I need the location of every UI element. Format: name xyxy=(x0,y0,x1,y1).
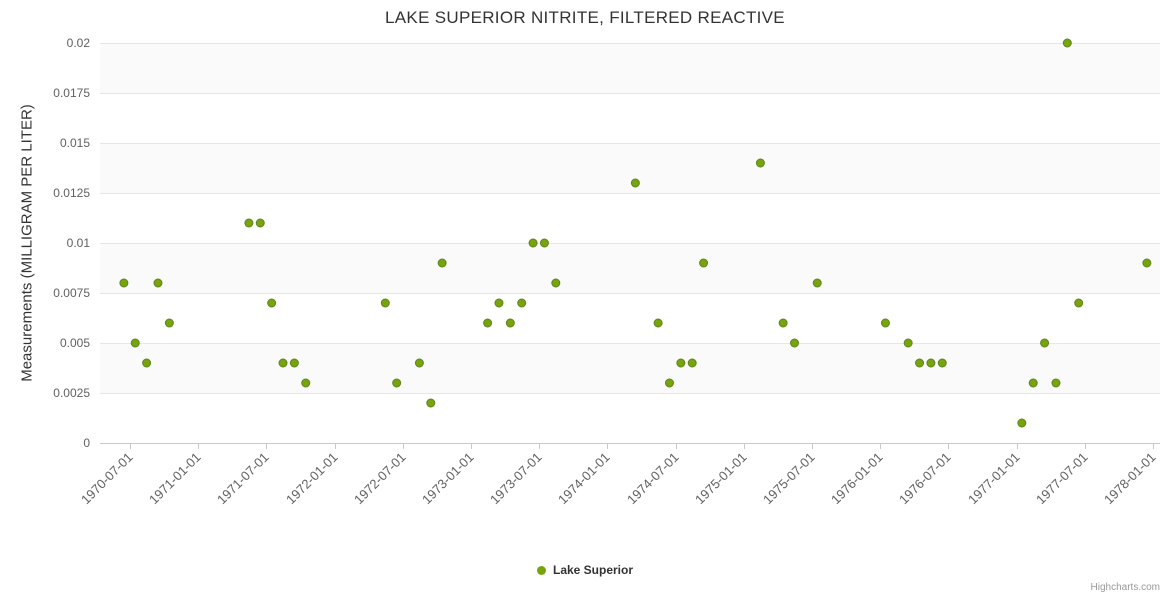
data-point[interactable] xyxy=(630,178,640,188)
data-point[interactable] xyxy=(528,238,538,248)
y-axis-tick-label: 0.0125 xyxy=(53,186,90,200)
chart-title: LAKE SUPERIOR NITRITE, FILTERED REACTIVE xyxy=(385,8,785,27)
plot-band xyxy=(100,343,1160,393)
data-point[interactable] xyxy=(915,358,925,368)
y-axis-tick-label: 0.01 xyxy=(67,236,91,250)
y-axis-tick-label: 0.015 xyxy=(60,136,90,150)
x-axis-tick-label: 1970-07-01 xyxy=(78,450,136,508)
data-point[interactable] xyxy=(1142,258,1152,268)
data-point[interactable] xyxy=(255,218,265,228)
data-point[interactable] xyxy=(937,358,947,368)
data-point[interactable] xyxy=(551,278,561,288)
data-point[interactable] xyxy=(494,298,504,308)
data-point[interactable] xyxy=(119,278,129,288)
data-point[interactable] xyxy=(755,158,765,168)
data-point[interactable] xyxy=(812,278,822,288)
y-axis-tick-label: 0.0175 xyxy=(53,86,90,100)
x-axis-tick-label: 1973-01-01 xyxy=(419,450,477,508)
highcharts-credits-link[interactable]: Highcharts.com xyxy=(1090,582,1160,593)
data-point[interactable] xyxy=(153,278,163,288)
legend-marker-icon xyxy=(536,565,546,575)
data-point[interactable] xyxy=(903,338,913,348)
data-point[interactable] xyxy=(301,378,311,388)
x-axis-tick-label: 1972-07-01 xyxy=(351,450,409,508)
data-point[interactable] xyxy=(1051,378,1061,388)
data-point[interactable] xyxy=(392,378,402,388)
x-axis-tick-label: 1978-01-01 xyxy=(1101,450,1159,508)
legend-label: Lake Superior xyxy=(552,563,634,577)
data-point[interactable] xyxy=(142,358,152,368)
data-point[interactable] xyxy=(244,218,254,228)
x-axis-tick-label: 1974-07-01 xyxy=(624,450,682,508)
data-point[interactable] xyxy=(778,318,788,328)
x-axis-tick-label: 1971-01-01 xyxy=(146,450,204,508)
data-point[interactable] xyxy=(1017,418,1027,428)
x-axis-tick-label: 1971-07-01 xyxy=(214,450,272,508)
x-axis-tick-label: 1976-07-01 xyxy=(896,450,954,508)
data-point[interactable] xyxy=(517,298,527,308)
data-point[interactable] xyxy=(687,358,697,368)
data-point[interactable] xyxy=(380,298,390,308)
y-axis-tick-label: 0.005 xyxy=(60,336,90,350)
y-axis-tick-label: 0.02 xyxy=(67,36,91,50)
data-point[interactable] xyxy=(790,338,800,348)
plot-band xyxy=(100,143,1160,193)
data-point[interactable] xyxy=(278,358,288,368)
data-point[interactable] xyxy=(1028,378,1038,388)
data-point[interactable] xyxy=(1074,298,1084,308)
x-axis-tick-label: 1972-01-01 xyxy=(283,450,341,508)
x-axis-tick-label: 1974-01-01 xyxy=(555,450,613,508)
data-point[interactable] xyxy=(880,318,890,328)
data-point[interactable] xyxy=(1040,338,1050,348)
x-axis-tick-label: 1973-07-01 xyxy=(487,450,545,508)
data-point[interactable] xyxy=(267,298,277,308)
x-axis-tick-label: 1977-07-01 xyxy=(1033,450,1091,508)
y-axis-tick-label: 0 xyxy=(83,436,90,450)
data-point[interactable] xyxy=(414,358,424,368)
data-point[interactable] xyxy=(653,318,663,328)
data-point[interactable] xyxy=(164,318,174,328)
data-point[interactable] xyxy=(699,258,709,268)
x-axis-tick-label: 1977-01-01 xyxy=(965,450,1023,508)
data-point[interactable] xyxy=(926,358,936,368)
plot-band xyxy=(100,43,1160,93)
x-axis-tick-label: 1976-01-01 xyxy=(828,450,886,508)
data-point[interactable] xyxy=(289,358,299,368)
y-axis-tick-label: 0.0075 xyxy=(53,286,90,300)
data-point[interactable] xyxy=(664,378,674,388)
data-point[interactable] xyxy=(505,318,515,328)
data-point[interactable] xyxy=(130,338,140,348)
x-axis-tick-label: 1975-01-01 xyxy=(692,450,750,508)
plot-band xyxy=(100,243,1160,293)
data-point[interactable] xyxy=(1062,38,1072,48)
data-point[interactable] xyxy=(539,238,549,248)
data-point[interactable] xyxy=(483,318,493,328)
y-axis-tick-label: 0.0025 xyxy=(53,386,90,400)
data-point[interactable] xyxy=(426,398,436,408)
data-point[interactable] xyxy=(437,258,447,268)
legend-item-lake-superior[interactable]: Lake Superior xyxy=(0,563,1170,577)
x-axis-tick-label: 1975-07-01 xyxy=(760,450,818,508)
data-point[interactable] xyxy=(676,358,686,368)
